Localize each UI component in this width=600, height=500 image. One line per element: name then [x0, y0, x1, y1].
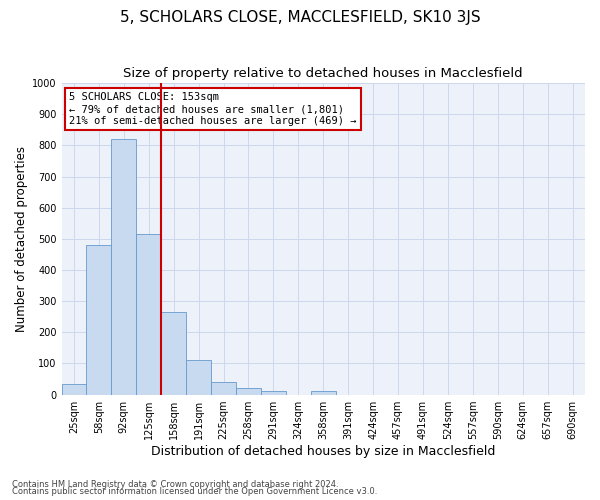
Bar — [86, 245, 112, 394]
Bar — [112, 139, 136, 394]
Bar — [136, 234, 161, 394]
Text: Contains public sector information licensed under the Open Government Licence v3: Contains public sector information licen… — [12, 487, 377, 496]
Text: Contains HM Land Registry data © Crown copyright and database right 2024.: Contains HM Land Registry data © Crown c… — [12, 480, 338, 489]
Bar — [261, 391, 286, 394]
Bar — [311, 392, 336, 394]
Y-axis label: Number of detached properties: Number of detached properties — [15, 146, 28, 332]
Bar — [62, 384, 86, 394]
Bar — [236, 388, 261, 394]
Bar — [186, 360, 211, 394]
Text: 5 SCHOLARS CLOSE: 153sqm
← 79% of detached houses are smaller (1,801)
21% of sem: 5 SCHOLARS CLOSE: 153sqm ← 79% of detach… — [70, 92, 357, 126]
Text: 5, SCHOLARS CLOSE, MACCLESFIELD, SK10 3JS: 5, SCHOLARS CLOSE, MACCLESFIELD, SK10 3J… — [119, 10, 481, 25]
X-axis label: Distribution of detached houses by size in Macclesfield: Distribution of detached houses by size … — [151, 444, 496, 458]
Bar — [161, 312, 186, 394]
Title: Size of property relative to detached houses in Macclesfield: Size of property relative to detached ho… — [124, 68, 523, 80]
Bar — [211, 382, 236, 394]
